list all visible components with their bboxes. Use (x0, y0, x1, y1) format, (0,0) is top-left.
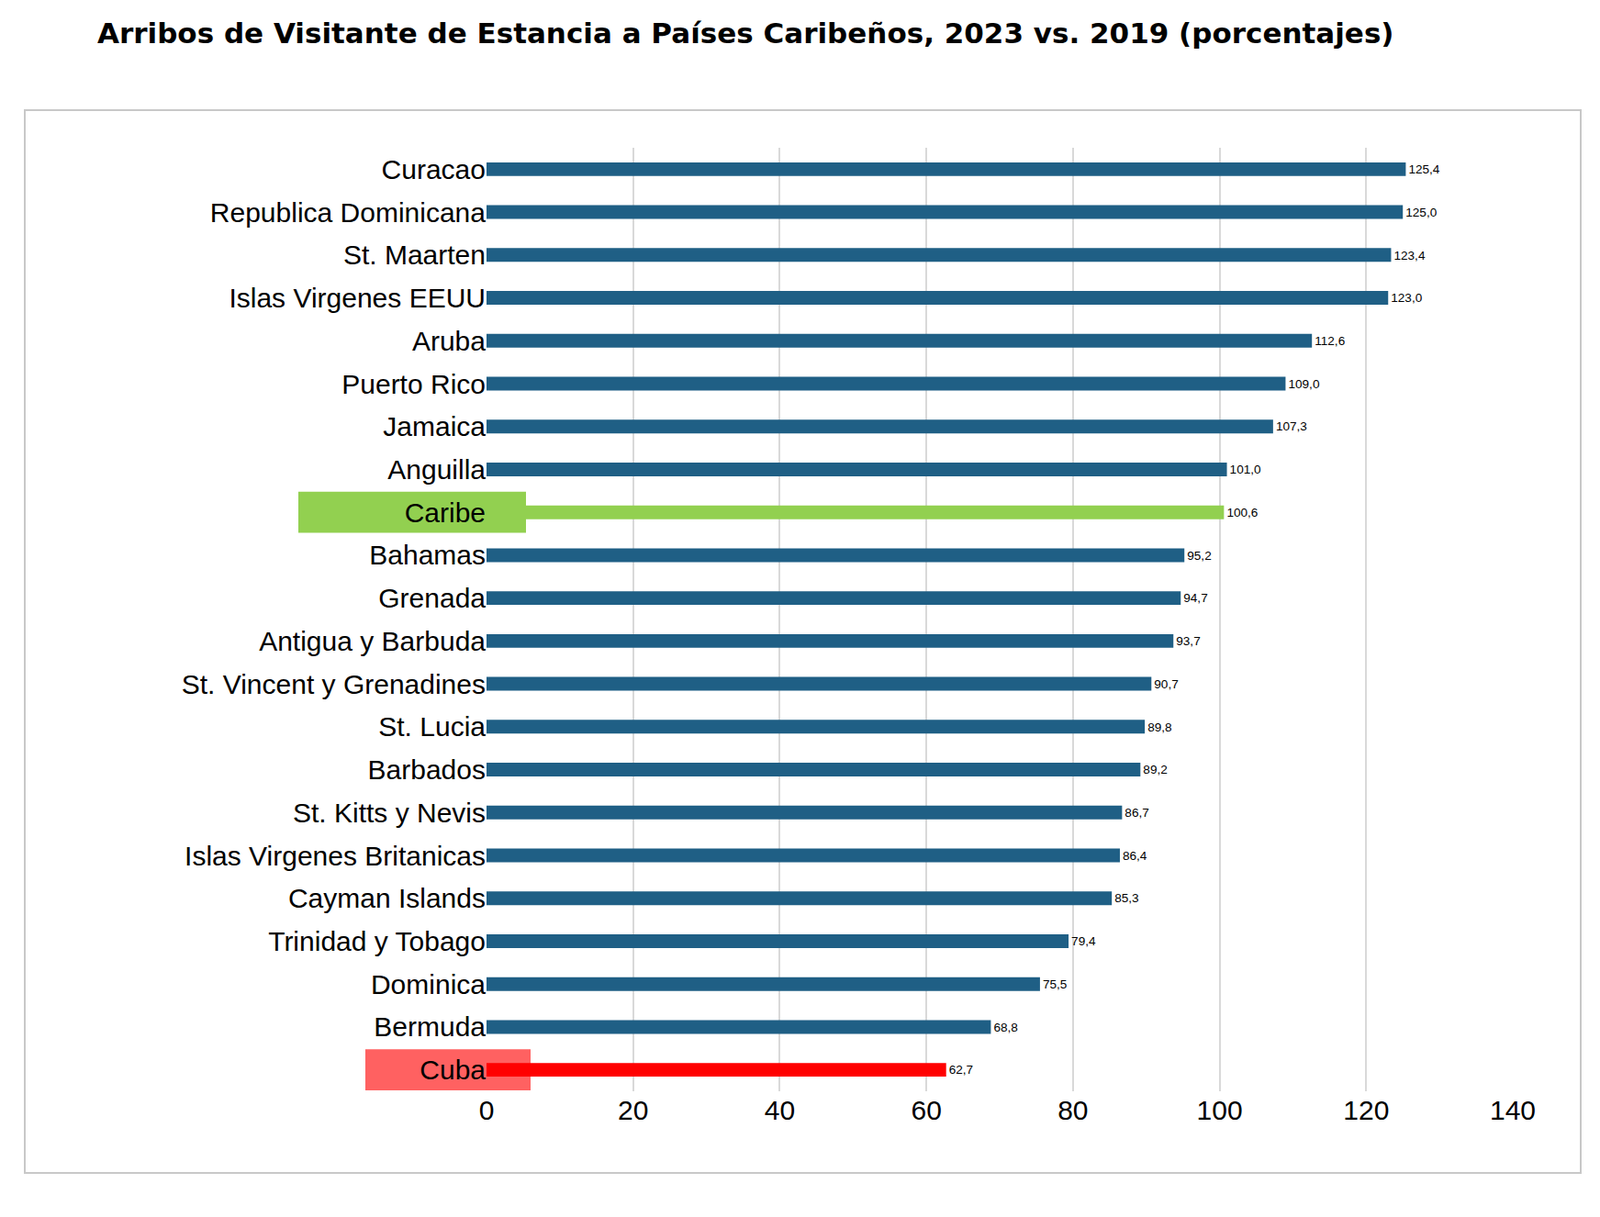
svg-text:79,4: 79,4 (1071, 934, 1097, 949)
svg-text:100: 100 (1197, 1095, 1243, 1126)
svg-text:86,4: 86,4 (1122, 849, 1148, 863)
svg-text:Cayman Islands: Cayman Islands (288, 883, 486, 914)
svg-text:Puerto Rico: Puerto Rico (341, 369, 486, 400)
svg-text:140: 140 (1489, 1095, 1536, 1126)
svg-text:Islas Virgenes Britanicas: Islas Virgenes Britanicas (184, 840, 486, 872)
svg-text:93,7: 93,7 (1175, 634, 1200, 649)
svg-text:107,3: 107,3 (1275, 419, 1308, 434)
svg-text:101,0: 101,0 (1230, 462, 1262, 477)
svg-text:95,2: 95,2 (1186, 548, 1211, 563)
svg-text:86,7: 86,7 (1124, 805, 1149, 820)
svg-text:Bahamas: Bahamas (369, 539, 486, 571)
svg-text:Grenada: Grenada (378, 582, 486, 614)
svg-text:St. Kitts y Nevis: St. Kitts y Nevis (292, 797, 486, 828)
svg-text:100,6: 100,6 (1226, 505, 1258, 520)
svg-text:40: 40 (764, 1095, 795, 1126)
svg-text:89,2: 89,2 (1142, 762, 1167, 777)
svg-text:89,8: 89,8 (1147, 720, 1172, 735)
svg-text:75,5: 75,5 (1042, 977, 1067, 992)
svg-text:Dominica: Dominica (370, 969, 486, 1000)
svg-text:109,0: 109,0 (1287, 377, 1320, 392)
svg-text:0: 0 (479, 1095, 495, 1126)
svg-text:62,7: 62,7 (949, 1062, 974, 1077)
svg-text:Arribos de Visitante de Estanc: Arribos de Visitante de Estancia a Paíse… (97, 16, 1395, 50)
svg-text:Bermuda: Bermuda (373, 1011, 486, 1042)
svg-text:Curacao: Curacao (381, 154, 486, 185)
svg-text:123,4: 123,4 (1393, 248, 1425, 263)
svg-text:112,6: 112,6 (1314, 334, 1345, 348)
svg-text:St. Vincent y Grenadines: St. Vincent y Grenadines (181, 669, 486, 700)
svg-text:125,4: 125,4 (1408, 162, 1440, 177)
svg-text:St. Maarten: St. Maarten (343, 239, 486, 270)
svg-text:Jamaica: Jamaica (382, 411, 486, 442)
svg-text:Republica Dominicana: Republica Dominicana (210, 197, 486, 228)
svg-text:Antigua y Barbuda: Antigua y Barbuda (258, 626, 486, 657)
svg-text:80: 80 (1057, 1095, 1088, 1126)
svg-text:125,0: 125,0 (1405, 205, 1437, 220)
svg-text:90,7: 90,7 (1153, 677, 1178, 692)
svg-text:60: 60 (910, 1095, 941, 1126)
svg-text:20: 20 (617, 1095, 649, 1126)
svg-text:94,7: 94,7 (1183, 591, 1208, 605)
svg-text:Anguilla: Anguilla (387, 454, 486, 485)
svg-text:68,8: 68,8 (993, 1020, 1018, 1035)
svg-text:85,3: 85,3 (1114, 891, 1139, 906)
svg-text:Trinidad y Tobago: Trinidad y Tobago (268, 926, 486, 957)
svg-text:123,0: 123,0 (1390, 290, 1422, 305)
svg-text:Caribe: Caribe (404, 497, 486, 528)
svg-text:Islas Virgenes EEUU: Islas Virgenes EEUU (228, 282, 486, 314)
svg-text:St. Lucia: St. Lucia (378, 711, 486, 742)
svg-text:Aruba: Aruba (412, 325, 486, 357)
svg-text:Cuba: Cuba (419, 1054, 486, 1086)
svg-text:Barbados: Barbados (368, 754, 486, 785)
svg-text:120: 120 (1342, 1095, 1389, 1126)
